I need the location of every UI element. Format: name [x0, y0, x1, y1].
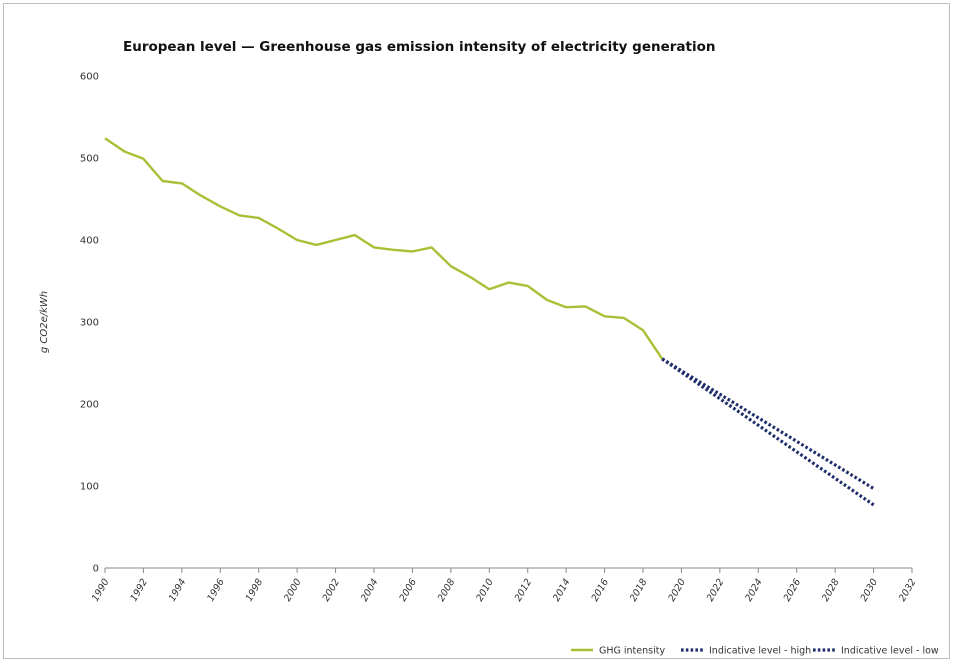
x-tick-label: 2002 [321, 577, 343, 603]
y-tick-label: 500 [80, 154, 99, 165]
legend-label-2: Indicative level - high [709, 646, 811, 657]
x-tick-label: 2000 [282, 577, 304, 603]
x-tick-label: 2032 [897, 577, 919, 603]
x-tick-label: 1998 [244, 577, 266, 603]
x-tick-label: 2006 [397, 577, 419, 603]
y-axis-label: g CO2e/kWh [39, 291, 50, 353]
y-tick-label: 400 [80, 236, 99, 247]
x-tick-label: 2018 [628, 577, 650, 603]
x-tick-label: 2028 [820, 577, 842, 603]
y-tick-label: 600 [80, 72, 99, 83]
x-tick-label: 2026 [782, 577, 804, 603]
x-tick-label: 2012 [513, 577, 535, 603]
x-tick-label: 1994 [167, 577, 189, 603]
y-tick-label: 200 [80, 400, 99, 411]
x-tick-label: 1990 [90, 577, 112, 603]
x-tick-label: 2010 [474, 577, 496, 603]
y-tick-label: 300 [80, 318, 99, 329]
plot-area [104, 137, 875, 507]
series-line-3 [661, 357, 875, 507]
legend-label-3: Indicative level - low [841, 646, 939, 657]
series-line-2 [661, 357, 875, 490]
chart-title: European level — Greenhouse gas emission… [123, 39, 715, 55]
legend-label-1: GHG intensity [599, 646, 665, 657]
y-tick-label: 100 [80, 482, 99, 493]
x-tick-label: 2016 [590, 577, 612, 603]
x-tick-label: 2022 [705, 577, 727, 603]
x-tick-label: 2014 [551, 577, 573, 603]
y-axis: 0 100 200 300 400 500 600 [80, 72, 99, 575]
x-tick-label: 2030 [859, 577, 881, 603]
x-tick-label: 1996 [205, 577, 227, 603]
series-line-1 [104, 137, 664, 360]
x-tick-label: 2008 [436, 577, 458, 603]
x-tick-label: 2004 [359, 577, 381, 603]
x-axis: 1990 1992 1994 1996 1998 2000 2002 2004 2006 2008… [90, 567, 919, 603]
chart-frame [3, 3, 950, 659]
y-tick-label: 0 [93, 564, 99, 575]
x-tick-label: 2020 [666, 577, 688, 603]
x-tick-label: 2024 [743, 577, 765, 603]
legend: GHG intensity Indicative level - high Indi… [571, 646, 939, 657]
x-tick-label: 1992 [128, 577, 150, 603]
